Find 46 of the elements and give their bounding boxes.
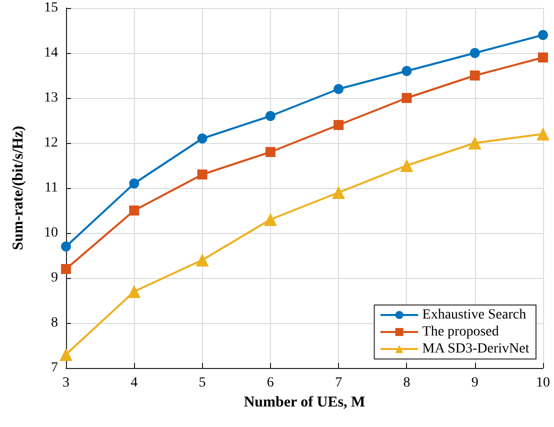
point bbox=[265, 147, 276, 157]
y-tick-label: 9 bbox=[51, 270, 58, 286]
x-tick-label: 4 bbox=[130, 376, 138, 390]
point bbox=[61, 242, 71, 252]
point bbox=[538, 30, 548, 40]
x-tick-label: 5 bbox=[198, 376, 206, 390]
y-tick-label: 13 bbox=[44, 90, 58, 106]
point bbox=[264, 213, 277, 226]
point bbox=[470, 70, 480, 80]
point bbox=[334, 120, 344, 130]
point bbox=[196, 254, 209, 266]
point bbox=[197, 134, 208, 144]
point bbox=[129, 178, 140, 188]
y-tick-label: 10 bbox=[44, 226, 58, 240]
y-tick-label: 11 bbox=[44, 180, 58, 196]
point bbox=[197, 170, 208, 180]
y-tick-label: 14 bbox=[44, 46, 58, 60]
y-tick-label: 7 bbox=[51, 360, 58, 376]
point bbox=[61, 264, 71, 274]
x-tick-label: 3 bbox=[62, 376, 70, 390]
point bbox=[60, 348, 72, 361]
point bbox=[265, 111, 276, 121]
point bbox=[400, 159, 414, 172]
legend-label: Exhaustive Search bbox=[422, 308, 526, 322]
point bbox=[402, 66, 412, 76]
x-tick-label: 8 bbox=[403, 376, 410, 390]
x-tick-label: 10 bbox=[536, 376, 550, 390]
point bbox=[470, 48, 480, 58]
x-axis-title: Number of UEs, M bbox=[244, 394, 366, 410]
point bbox=[129, 206, 140, 216]
point bbox=[334, 84, 344, 94]
legend-label: MA SD3-DerivNet bbox=[422, 342, 530, 356]
y-axis-title: Sum-rate/(bit/s/Hz) bbox=[10, 126, 26, 250]
point bbox=[538, 52, 548, 62]
y-tick-label: 15 bbox=[44, 0, 58, 16]
x-tick-label: 9 bbox=[471, 376, 478, 390]
y-tick-label: 8 bbox=[51, 316, 58, 330]
x-tick-label: 6 bbox=[266, 376, 274, 390]
point bbox=[536, 128, 550, 140]
legend-label: The proposed bbox=[422, 324, 499, 340]
point bbox=[128, 285, 141, 298]
point bbox=[332, 186, 346, 199]
point bbox=[468, 136, 482, 150]
point bbox=[402, 93, 412, 103]
y-tick-label: 12 bbox=[44, 136, 58, 150]
x-tick-label: 7 bbox=[335, 376, 342, 390]
